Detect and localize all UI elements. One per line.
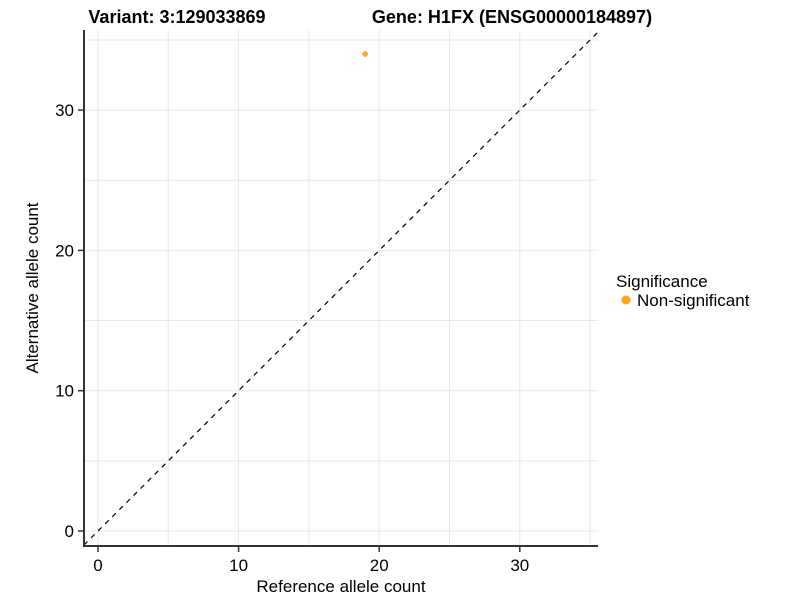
x-tick-label: 30 bbox=[510, 556, 529, 575]
plot-title-gene: Gene: H1FX (ENSG00000184897) bbox=[372, 7, 652, 27]
y-tick-label: 30 bbox=[55, 101, 74, 120]
plot-title-variant: Variant: 3:129033869 bbox=[88, 7, 265, 27]
y-tick-label: 20 bbox=[55, 241, 74, 260]
y-tick-labels: 0 10 20 30 bbox=[55, 101, 74, 541]
panel-grid bbox=[84, 30, 598, 545]
legend-title: Significance bbox=[616, 272, 708, 291]
x-tick-label: 0 bbox=[93, 556, 102, 575]
data-point bbox=[362, 51, 368, 57]
legend-item-label: Non-significant bbox=[637, 291, 750, 310]
axis-lines bbox=[83, 30, 598, 547]
x-tick-label: 10 bbox=[229, 556, 248, 575]
x-axis-title: Reference allele count bbox=[256, 577, 425, 596]
identity-dashed-line bbox=[83, 31, 599, 546]
tick-marks bbox=[78, 109, 521, 552]
legend: Significance Non-significant bbox=[616, 272, 750, 310]
x-tick-label: 20 bbox=[370, 556, 389, 575]
y-tick-label: 10 bbox=[55, 382, 74, 401]
legend-key-dot-icon bbox=[621, 295, 631, 305]
y-axis-title: Alternative allele count bbox=[23, 202, 42, 373]
x-tick-labels: 0 10 20 30 bbox=[93, 556, 529, 575]
y-tick-label: 0 bbox=[65, 522, 74, 541]
